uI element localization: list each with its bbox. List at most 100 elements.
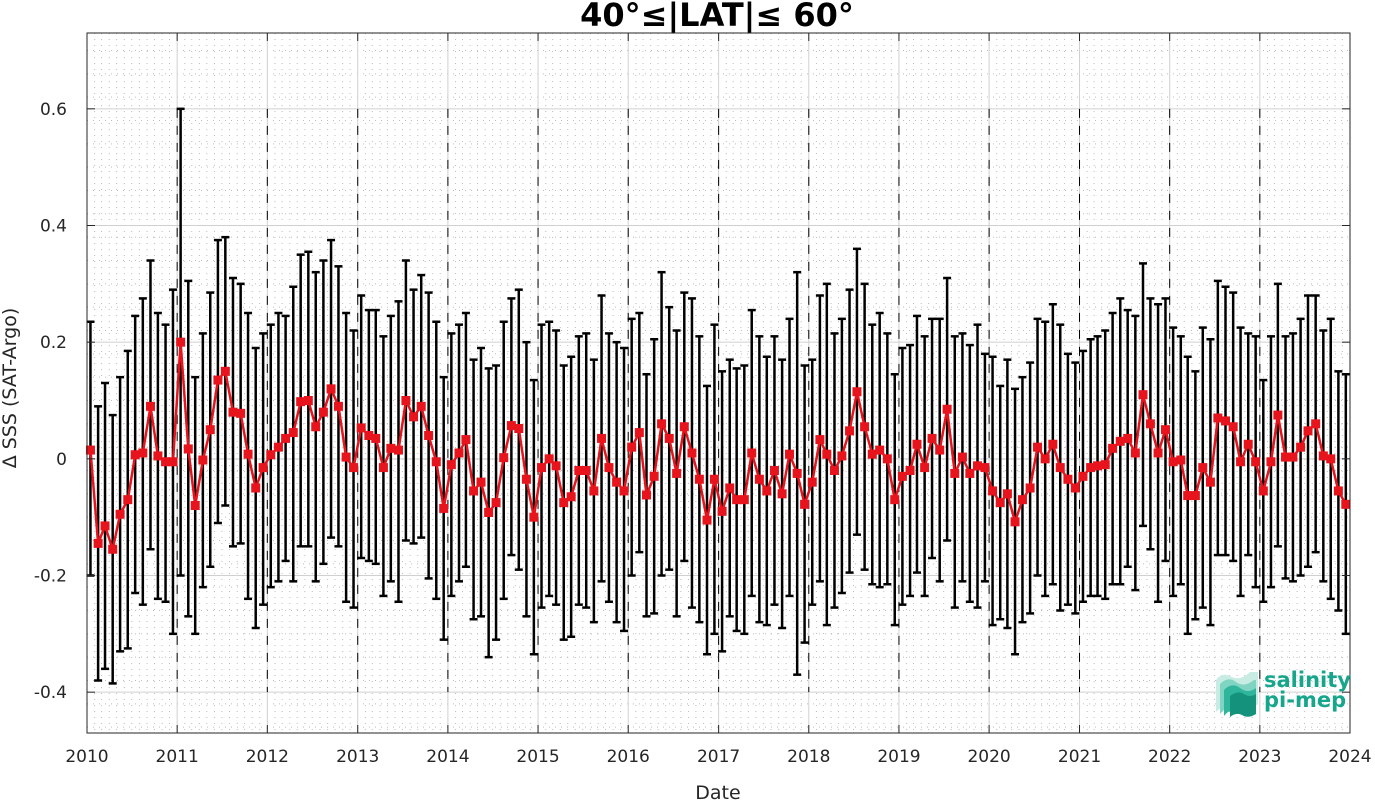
series-line: [89, 342, 1347, 555]
data-point: [641, 490, 651, 500]
data-point: [1183, 491, 1193, 501]
data-point: [1002, 489, 1012, 499]
data-point: [679, 422, 689, 432]
minor-grid: [87, 33, 1350, 733]
data-point: [1115, 436, 1125, 446]
data-point: [822, 449, 832, 459]
data-point: [303, 396, 313, 405]
data-point: [1017, 495, 1027, 505]
data-point: [559, 498, 569, 508]
data-point: [1311, 419, 1321, 429]
data-point: [469, 486, 479, 496]
data-point: [461, 435, 471, 445]
data-point: [1063, 474, 1073, 484]
data-point: [311, 422, 321, 432]
data-point: [1153, 448, 1163, 458]
data-point: [439, 503, 449, 513]
data-point: [717, 506, 727, 516]
data-point: [1025, 483, 1035, 493]
data-point: [161, 457, 171, 467]
data-point: [589, 486, 599, 496]
data-point: [1221, 416, 1231, 426]
data-point: [897, 471, 907, 481]
data-point: [100, 521, 110, 531]
data-point: [176, 337, 186, 347]
data-point: [1100, 460, 1110, 470]
data-point: [266, 450, 276, 460]
y-tick-label: 0.4: [40, 217, 67, 237]
data-point: [454, 448, 464, 458]
data-point: [1055, 463, 1065, 473]
data-point: [882, 454, 892, 464]
y-tick-label: 0: [56, 450, 67, 470]
x-tick-label: 2010: [65, 747, 108, 767]
x-tick-label: 2015: [516, 747, 559, 767]
data-point: [356, 423, 366, 433]
data-point: [785, 449, 795, 459]
data-point: [228, 407, 238, 417]
data-point: [649, 471, 659, 481]
data-point: [1213, 413, 1223, 423]
data-point: [138, 448, 148, 458]
x-tick-label: 2011: [156, 747, 199, 767]
data-point: [604, 463, 614, 473]
data-point: [371, 433, 381, 443]
data-point: [153, 451, 163, 461]
data-point: [243, 449, 253, 459]
data-point: [957, 452, 967, 462]
data-point: [93, 538, 103, 548]
data-point: [1243, 439, 1253, 449]
data-point: [288, 428, 298, 438]
x-tick-label: 2017: [697, 747, 740, 767]
x-tick-label: 2020: [967, 747, 1010, 767]
data-point: [905, 466, 915, 475]
data-point: [251, 483, 261, 493]
data-point: [1198, 463, 1208, 473]
data-point: [1033, 442, 1043, 452]
data-point: [867, 449, 877, 459]
x-tick-label: 2022: [1148, 747, 1191, 767]
data-point: [912, 439, 922, 449]
data-point: [769, 466, 779, 475]
data-point: [85, 445, 95, 455]
data-point: [1273, 410, 1283, 420]
data-point: [860, 422, 870, 432]
data-point: [581, 466, 591, 475]
data-point: [1123, 433, 1133, 443]
data-point: [1176, 455, 1186, 465]
data-point: [800, 499, 810, 509]
data-point: [409, 412, 419, 422]
data-point: [521, 474, 531, 484]
data-point: [476, 477, 486, 487]
data-point: [273, 442, 283, 452]
data-point: [935, 445, 945, 455]
y-tick-label: 0.6: [40, 100, 67, 120]
data-point: [491, 498, 501, 508]
data-point: [927, 433, 937, 443]
x-tick-label: 2018: [787, 747, 830, 767]
data-point: [1048, 439, 1058, 449]
data-point: [942, 404, 952, 414]
x-tick-label: 2023: [1238, 747, 1281, 767]
data-point: [612, 477, 622, 487]
data-point: [1258, 486, 1268, 496]
data-point: [1040, 454, 1050, 464]
x-tick-label: 2014: [426, 747, 469, 767]
data-point: [213, 375, 223, 385]
data-point: [341, 452, 351, 462]
data-point: [1341, 499, 1351, 509]
data-point: [484, 508, 494, 517]
year-separators: [176, 108, 1261, 693]
data-point: [762, 486, 772, 496]
salinity-pimep-logo: salinity pi-mep: [1216, 668, 1351, 717]
data-point: [1281, 452, 1291, 462]
data-point: [1168, 457, 1178, 467]
data-point: [1190, 491, 1200, 501]
data-markers: [85, 337, 1351, 554]
data-point: [574, 466, 584, 475]
data-point: [1130, 448, 1140, 458]
data-point: [1010, 517, 1020, 527]
data-point: [777, 489, 787, 499]
x-tick-label: 2021: [1058, 747, 1101, 767]
data-point: [205, 425, 215, 435]
